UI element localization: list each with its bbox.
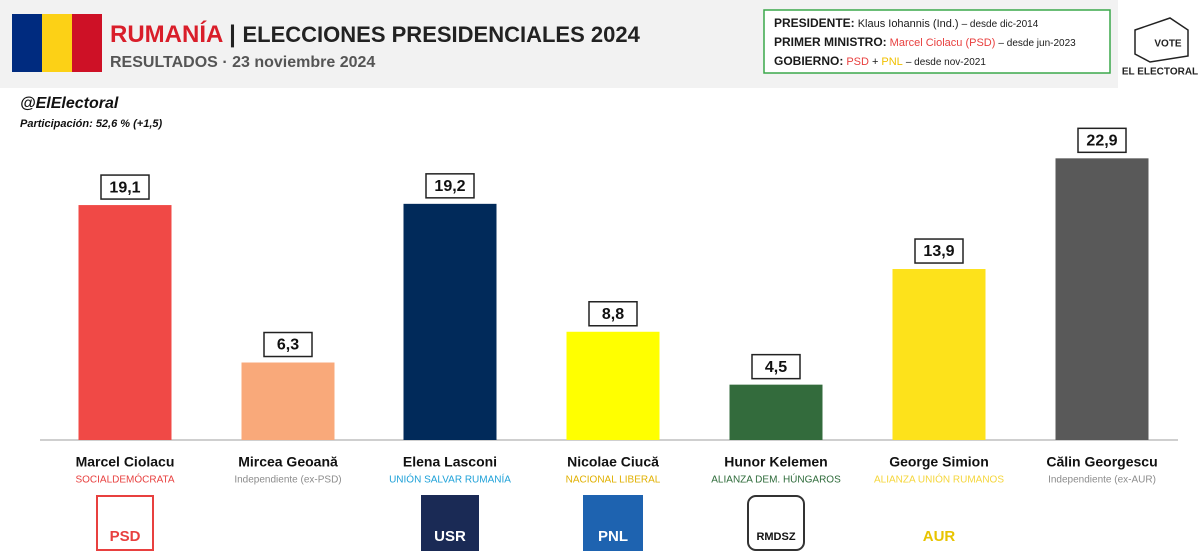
value-box bbox=[588, 301, 638, 327]
header-subtitle: RESULTADOS · 23 noviembre 2024 bbox=[110, 54, 375, 71]
info-part: – desde dic-2014 bbox=[962, 19, 1039, 30]
value-box bbox=[914, 238, 964, 264]
bar bbox=[241, 362, 335, 440]
party-logo-text: PNL bbox=[598, 528, 628, 545]
value-box bbox=[425, 173, 475, 199]
value-box bbox=[263, 331, 313, 358]
info-part: PRIMER MINISTRO: bbox=[774, 35, 887, 49]
candidate-name: Călin Georgescu bbox=[1046, 454, 1157, 470]
value-box bbox=[751, 353, 801, 380]
bar bbox=[892, 269, 986, 440]
info-part: PRESIDENTE: bbox=[774, 16, 855, 30]
info-line: PRESIDENTE: Klaus Iohannis (Ind.) – desde … bbox=[774, 16, 1039, 30]
bar bbox=[566, 331, 660, 440]
header-title: RUMANÍA | ELECCIONES PRESIDENCIALES 2024 bbox=[110, 20, 641, 48]
bar bbox=[1055, 158, 1149, 440]
flag-stripe bbox=[12, 14, 42, 72]
info-part: Klaus Iohannis (Ind.) bbox=[858, 18, 959, 30]
party-name: Independiente (ex-PSD) bbox=[234, 475, 341, 486]
candidate-name: George Simion bbox=[889, 454, 989, 470]
candidate-name: Nicolae Ciucă bbox=[567, 454, 659, 470]
turnout-value: 52,6 % (+1,5) bbox=[96, 118, 163, 130]
info-part: – desde jun-2023 bbox=[998, 38, 1076, 49]
party-logo bbox=[583, 495, 643, 551]
info-part: GOBIERNO: bbox=[774, 54, 843, 68]
value-label: 19,1 bbox=[109, 179, 140, 196]
brand-name: EL ELECTORAL bbox=[1122, 67, 1198, 78]
title: ELECCIONES PRESIDENCIALES 2024 bbox=[243, 22, 641, 47]
flag-stripe bbox=[42, 14, 72, 72]
value-label: 8,8 bbox=[602, 306, 624, 323]
brand-vote: VOTE bbox=[1154, 39, 1182, 50]
flag-stripe bbox=[72, 14, 102, 72]
party-logo bbox=[747, 495, 805, 551]
party-name: NACIONAL LIBERAL bbox=[566, 475, 661, 486]
party-name: SOCIALDEMÓCRATA bbox=[75, 473, 174, 486]
party-logo-text: RMDSZ bbox=[756, 531, 795, 543]
candidate-name: Elena Lasconi bbox=[403, 454, 497, 470]
party-logo-text: AUR bbox=[923, 528, 956, 545]
info-part: – desde nov-2021 bbox=[906, 57, 987, 68]
info-box bbox=[763, 9, 1111, 74]
info-part: Marcel Ciolacu (PSD) bbox=[890, 37, 996, 49]
party-name: ALIANZA DEM. HÚNGAROS bbox=[711, 473, 841, 486]
date: 23 noviembre 2024 bbox=[232, 54, 375, 71]
candidate-name: Mircea Geoană bbox=[238, 454, 338, 470]
party-logo-text: PSD bbox=[110, 528, 141, 545]
country: RUMANÍA bbox=[110, 20, 223, 48]
value-label: 6,3 bbox=[277, 337, 299, 354]
value-box bbox=[1077, 127, 1127, 154]
ballot-box bbox=[1134, 17, 1189, 63]
value-label: 4,5 bbox=[765, 359, 787, 376]
info: PRESIDENTE: Klaus Iohannis (Ind.) – desde … bbox=[774, 16, 1076, 68]
candidate-name: Hunor Kelemen bbox=[724, 454, 827, 470]
info-line: GOBIERNO: PSD + PNL – desde nov-2021 bbox=[774, 54, 986, 68]
info-line: PRIMER MINISTRO: Marcel Ciolacu (PSD) – de… bbox=[774, 35, 1076, 49]
party-logo bbox=[903, 495, 975, 551]
info-part: PNL bbox=[881, 56, 902, 68]
separator: | bbox=[229, 21, 236, 48]
party-logo bbox=[96, 495, 154, 551]
bar bbox=[403, 203, 497, 440]
info-part: PSD bbox=[846, 56, 869, 68]
value-label: 13,9 bbox=[923, 243, 954, 260]
party-name: ALIANZA UNIÓN RUMANOS bbox=[874, 473, 1004, 486]
dot: · bbox=[222, 54, 227, 71]
party-logo bbox=[421, 495, 479, 551]
turnout: Participación: 52,6 % (+1,5) bbox=[20, 118, 162, 130]
party-name: Independiente (ex-AUR) bbox=[1048, 475, 1156, 486]
turnout-label: Participación: bbox=[20, 118, 93, 130]
value-box bbox=[100, 174, 150, 200]
value-label: 19,2 bbox=[434, 178, 465, 195]
bar bbox=[729, 384, 823, 440]
handle: @ElElectoral bbox=[20, 95, 119, 112]
party-logo-text: USR bbox=[434, 528, 466, 545]
party-name: UNIÓN SALVAR RUMANÍA bbox=[389, 473, 511, 486]
info-part: + bbox=[872, 56, 878, 68]
candidate-name: Marcel Ciolacu bbox=[76, 454, 175, 470]
value-label: 22,9 bbox=[1086, 133, 1117, 150]
results: RESULTADOS bbox=[110, 54, 218, 71]
bar bbox=[78, 205, 172, 440]
